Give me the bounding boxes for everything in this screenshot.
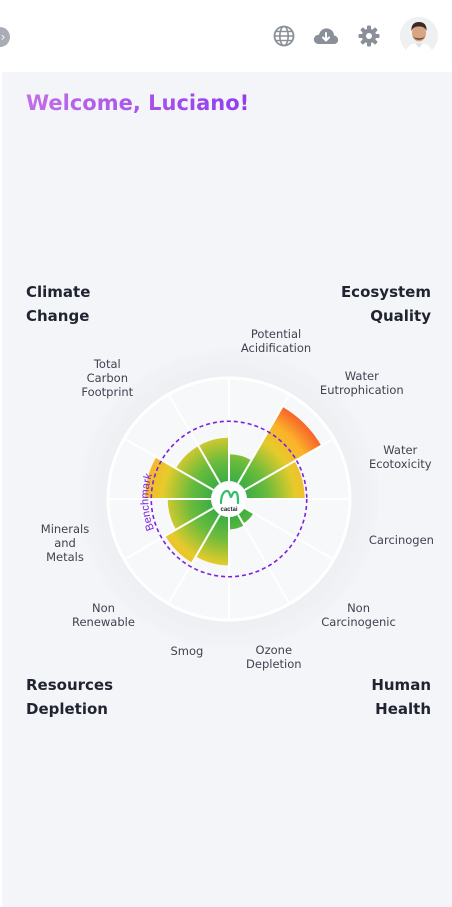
- chart-category-label: Potential Acidification: [240, 326, 312, 355]
- chart-sector-9[interactable]: [145, 457, 214, 499]
- chart-category-label: Non Renewable: [71, 600, 135, 629]
- quadrant-human-health: Human Health: [371, 676, 431, 718]
- chart-category-label: Ozone Depletion: [246, 643, 302, 672]
- chart-spoke: [237, 514, 291, 605]
- expand-sidebar-button[interactable]: ›: [0, 27, 10, 47]
- chart-sector-8[interactable]: [167, 499, 214, 530]
- welcome-heading: Welcome, Luciano!: [26, 91, 250, 115]
- chart-spoke: [123, 437, 214, 491]
- chart-outer-ring: [106, 376, 352, 622]
- chart-sector-7[interactable]: [165, 508, 220, 563]
- chart-sector-11[interactable]: [198, 437, 229, 484]
- chart-category-label: Non Carcinogenic: [321, 600, 396, 629]
- chart-category-label: Water Ecotoxicity: [368, 442, 432, 471]
- chart-category-label: Water Eutrophication: [319, 369, 404, 398]
- settings-button[interactable]: [356, 23, 382, 49]
- cloud-download-icon: [313, 28, 339, 44]
- quadrant-climate-change: Climate Change: [26, 283, 91, 325]
- chart-category-label: Total Carbon Footprint: [81, 357, 134, 400]
- chart-sector-10[interactable]: [175, 445, 220, 490]
- cactus-logo-icon: [219, 489, 240, 505]
- chart-spoke: [244, 507, 335, 561]
- chart-spoke: [167, 514, 221, 605]
- chart-spoke: [237, 393, 291, 484]
- avatar[interactable]: [400, 17, 438, 55]
- center-logo: cactai: [212, 483, 246, 517]
- chart-category-label: Minerals and Metals: [40, 522, 90, 565]
- gear-icon: [358, 25, 380, 47]
- chart-spoke: [123, 507, 214, 561]
- quadrant-resources-depletion: Resources Depletion: [26, 676, 114, 718]
- chart-sector-5[interactable]: [229, 514, 245, 530]
- chart-sector-2[interactable]: [244, 461, 305, 499]
- center-logo-text: cactai: [220, 507, 237, 513]
- benchmark-ring: [150, 420, 308, 578]
- language-button[interactable]: [271, 23, 297, 49]
- chart-sector-6[interactable]: [195, 514, 229, 566]
- top-bar: ›: [0, 0, 452, 72]
- chart-category-label: Smog: [170, 643, 204, 658]
- chevron-right-icon: ›: [0, 30, 6, 44]
- chart-spoke: [244, 437, 335, 491]
- quadrant-ecosystem-quality: Ecosystem Quality: [340, 283, 431, 325]
- download-button[interactable]: [313, 23, 339, 49]
- user-photo-icon: [400, 17, 438, 55]
- chart-category-label: Carcinogen: [368, 532, 434, 547]
- chart-spoke: [167, 393, 221, 484]
- globe-icon: [273, 25, 295, 47]
- chart-sector-1[interactable]: [238, 406, 322, 490]
- chart-sector-0[interactable]: [229, 454, 252, 484]
